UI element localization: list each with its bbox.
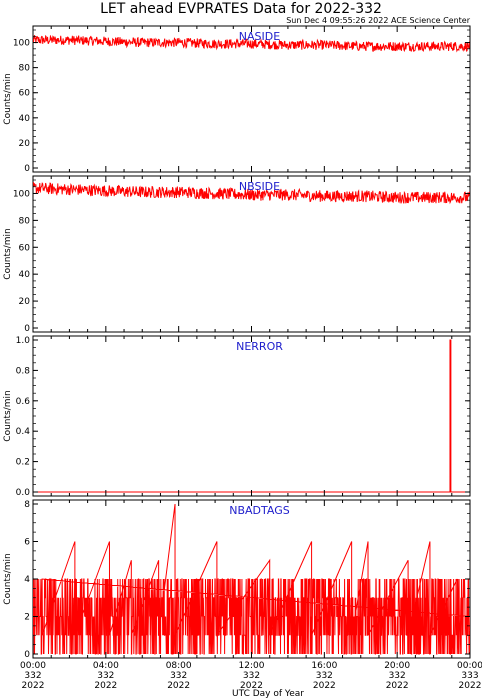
panel-label: NERROR — [236, 340, 283, 353]
y-tick-label: 1.0 — [16, 336, 31, 346]
x-tick-doy: 332 — [24, 671, 41, 681]
y-tick-label: 100 — [13, 189, 30, 199]
x-tick-time: 04:00 — [93, 661, 119, 671]
x-tick-doy: 332 — [316, 671, 333, 681]
nbadtags-line — [33, 503, 470, 655]
y-tick-label: 0.2 — [16, 458, 30, 468]
x-tick-year: 2022 — [459, 681, 482, 691]
series-group — [33, 182, 470, 205]
y-tick-label: 0.0 — [16, 488, 31, 498]
y-tick-label: 2 — [24, 613, 30, 623]
series-group — [33, 503, 470, 655]
y-axis-label: Counts/min — [3, 390, 13, 441]
nerror-line — [33, 339, 470, 493]
y-tick-label: 60 — [19, 89, 31, 99]
x-tick-doy: 332 — [389, 671, 406, 681]
y-tick-label: 6 — [24, 538, 30, 548]
naside-line — [33, 34, 470, 53]
x-tick-time: 16:00 — [311, 661, 337, 671]
panel-label: NBADTAGS — [229, 504, 289, 517]
y-tick-label: 0.8 — [16, 366, 31, 376]
panel-nerror: 0.0 0.2 0.4 0.6 0.8 1.0 Counts/min NERROR — [3, 335, 471, 498]
x-tick-time: 20:00 — [384, 661, 410, 671]
y-axis-label: Counts/min — [3, 553, 13, 604]
x-tick-year: 2022 — [22, 681, 45, 691]
x-tick-doy: 332 — [170, 671, 187, 681]
y-axis-label: Counts/min — [3, 228, 13, 279]
y-tick-label: 0.6 — [16, 397, 31, 407]
y-tick-label: 80 — [19, 216, 31, 226]
x-tick-year: 2022 — [94, 681, 117, 691]
y-tick-label: 8 — [24, 500, 30, 510]
panel-nbside: 0 20 40 60 80 100 Counts/min NBSIDE — [3, 175, 471, 334]
x-axis-label: UTC Day of Year — [232, 689, 304, 699]
x-tick-year: 2022 — [240, 681, 263, 691]
panels-group: 020406080100Counts/minNASIDE020406080100… — [3, 25, 471, 660]
y-tick-label: 20 — [19, 139, 31, 149]
x-tick-year: 2022 — [167, 681, 190, 691]
y-tick-label: 20 — [19, 297, 31, 307]
x-tick-time: 00:00 — [457, 661, 482, 671]
y-tick-label: 0 — [24, 650, 30, 660]
nbside-line — [33, 182, 470, 205]
series-group — [33, 34, 470, 53]
x-tick-doy: 332 — [97, 671, 114, 681]
y-tick-label: 40 — [19, 270, 31, 280]
y-tick-label: 0 — [24, 324, 30, 334]
y-axis-label: Counts/min — [3, 73, 13, 124]
timestamp-label: Sun Dec 4 09:55:26 2022 ACE Science Cent… — [286, 16, 471, 25]
panel-label: NASIDE — [239, 30, 280, 43]
figure-title: LET ahead EVPRATES Data for 2022-332 — [100, 1, 382, 17]
y-tick-label: 40 — [19, 114, 31, 124]
x-tick-doy: 333 — [461, 671, 478, 681]
x-tick-time: 00:00 — [20, 661, 46, 671]
panel-nbadtags: 0 2 4 6 8 Counts/min NBADTAGS — [3, 499, 471, 660]
y-tick-label: 100 — [13, 39, 30, 49]
series-group — [33, 339, 470, 493]
y-tick-label: 60 — [19, 243, 31, 253]
x-tick-doy: 332 — [243, 671, 260, 681]
panel-naside: 0 20 40 60 80 100 Counts/min NASIDE — [3, 25, 471, 174]
panel-label: NBSIDE — [239, 180, 280, 193]
y-tick-label: 0 — [24, 164, 30, 174]
x-tick-time: 12:00 — [239, 661, 265, 671]
plot-frame — [32, 335, 471, 497]
y-tick-label: 80 — [19, 64, 31, 74]
x-tick-year: 2022 — [313, 681, 336, 691]
y-tick-label: 4 — [24, 575, 30, 585]
y-tick-label: 0.4 — [16, 427, 31, 437]
x-tick-year: 2022 — [386, 681, 409, 691]
x-tick-labels: 00:00332202204:00332202208:00332202212:0… — [20, 661, 482, 691]
x-tick-time: 08:00 — [166, 661, 192, 671]
